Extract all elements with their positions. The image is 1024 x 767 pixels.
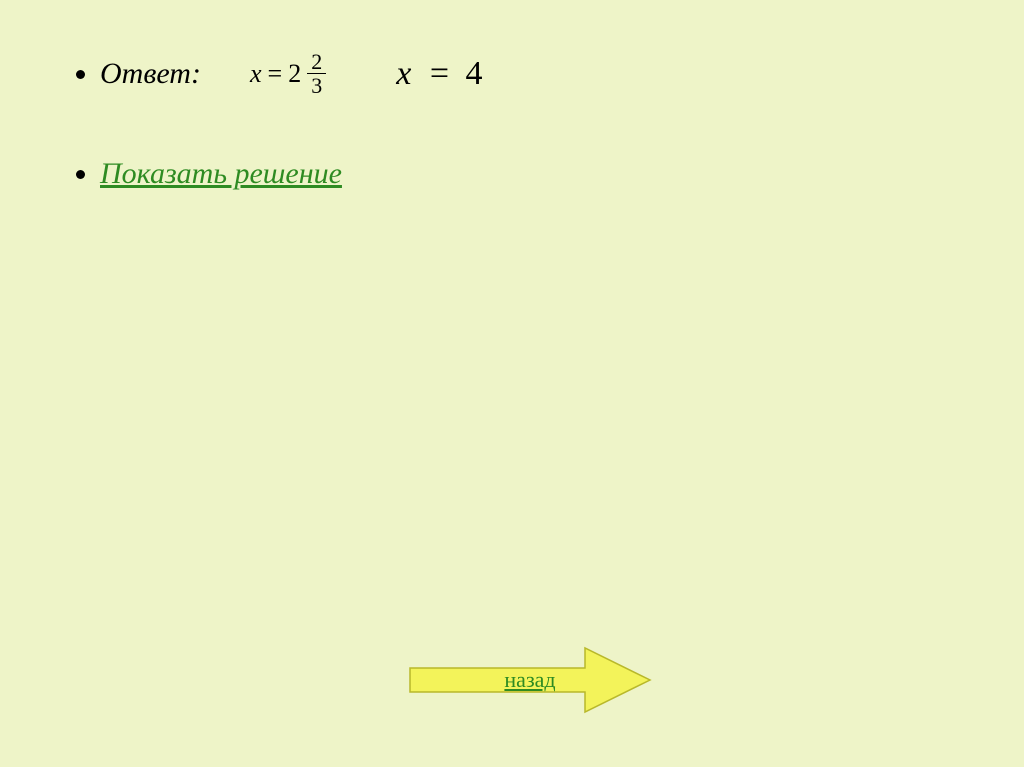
answer-label: Ответ: (100, 57, 210, 91)
eq2-equals: = (430, 55, 449, 92)
equation-2: x = 4 (396, 55, 484, 93)
answer-line: Ответ: x = 2 2 3 x = 4 (100, 50, 974, 97)
eq2-variable: x (396, 55, 413, 92)
show-solution-link[interactable]: Показать решение (100, 157, 342, 190)
eq1-variable: x (250, 59, 262, 89)
eq1-whole: 2 (288, 59, 301, 89)
eq2-value: 4 (466, 55, 485, 92)
answer-bullet: Ответ: x = 2 2 3 x = 4 (100, 50, 974, 97)
eq1-numerator: 2 (307, 50, 326, 74)
eq1-fraction: 2 3 (307, 50, 326, 97)
eq1-denominator: 3 (307, 74, 326, 97)
back-arrow[interactable]: назад (400, 640, 660, 720)
back-link[interactable]: назад (400, 640, 660, 720)
show-solution-bullet: Показать решение (100, 157, 974, 191)
equation-1: x = 2 2 3 (250, 50, 326, 97)
slide-content: Ответ: x = 2 2 3 x = 4 Показать (0, 0, 1024, 191)
eq1-equals: = (268, 59, 283, 89)
bullet-list: Ответ: x = 2 2 3 x = 4 Показать (80, 50, 974, 191)
